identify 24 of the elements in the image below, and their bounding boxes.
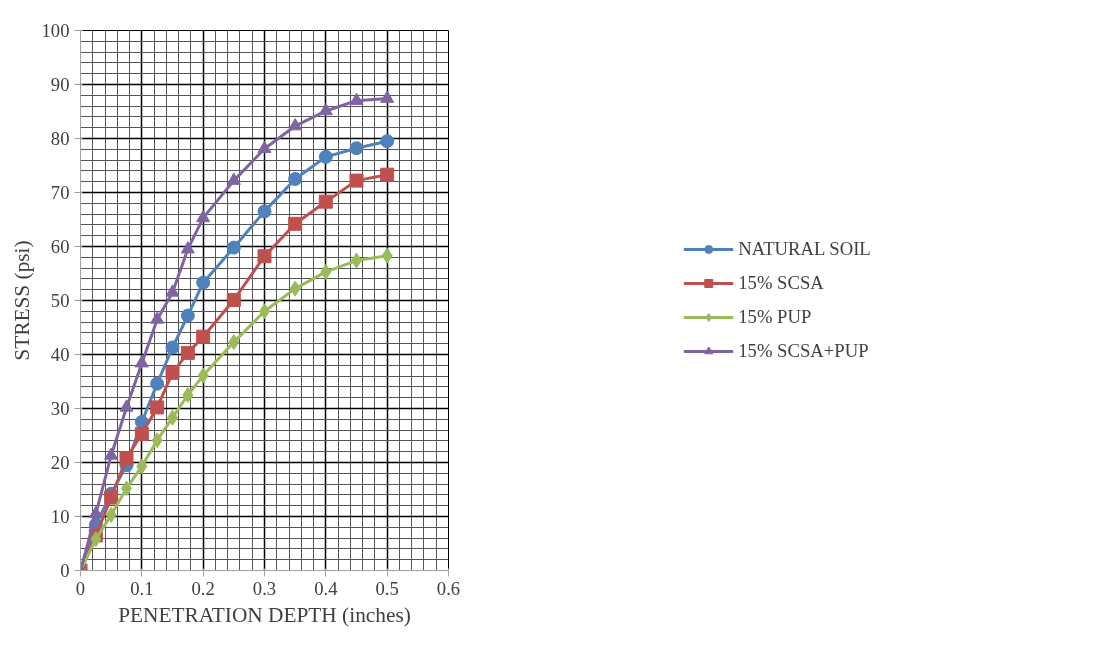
y-tick-label: 60 [50, 236, 70, 257]
x-tick-label: 0.2 [191, 577, 215, 599]
y-tick-label: 90 [50, 74, 70, 95]
y-tick-label: 100 [41, 20, 70, 41]
x-axis-title: PENETRATION DEPTH (inches) [118, 602, 411, 627]
legend-label: 15% SCSA+PUP [738, 340, 869, 362]
y-tick-label: 70 [50, 182, 70, 203]
x-tick-label: 0 [75, 577, 86, 599]
legend-label: 15% SCSA [738, 272, 824, 294]
y-tick-label: 10 [50, 506, 70, 527]
y-tick-label: 40 [50, 344, 70, 365]
x-tick-label: 0.5 [375, 577, 399, 599]
y-tick-label: 80 [50, 128, 70, 149]
y-tick-label: 0 [60, 560, 70, 581]
y-tick-label: 20 [50, 452, 70, 473]
x-tick-label: 0.4 [314, 577, 339, 599]
x-tick-label: 0.1 [130, 577, 154, 599]
legend-label: NATURAL SOIL [738, 238, 871, 260]
y-tick-label: 50 [50, 290, 70, 311]
x-tick-label: 0.6 [436, 577, 461, 599]
x-tick-label: 0.3 [252, 577, 277, 599]
legend-label: 15% PUP [738, 306, 812, 328]
y-tick-label: 30 [50, 398, 70, 419]
y-axis-title: STRESS (psi) [9, 240, 34, 361]
